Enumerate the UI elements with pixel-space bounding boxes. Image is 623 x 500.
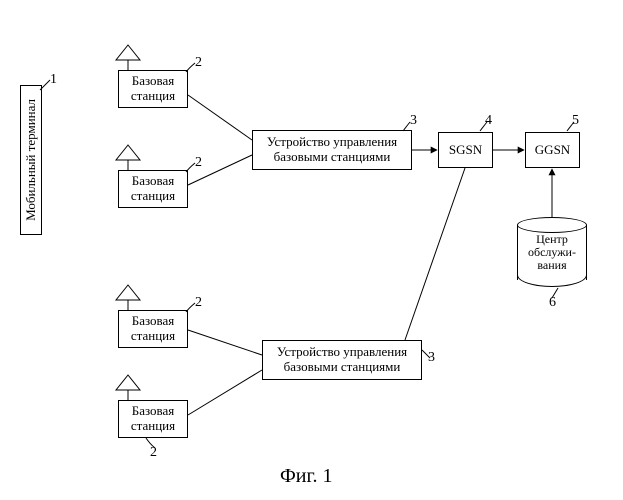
- base-station-4: Базовая станция: [118, 400, 188, 438]
- controller-1: Устройство управления базовыми станциями: [252, 130, 412, 170]
- service-center-ref: 6: [549, 295, 556, 311]
- controller-1-ref: 3: [410, 113, 417, 129]
- mobile-terminal-label: Мобильный терминал: [24, 99, 39, 221]
- controller-2-ref: 3: [428, 350, 435, 366]
- base-station-3: Базовая станция: [118, 310, 188, 348]
- base-station-2: Базовая станция: [118, 170, 188, 208]
- base-station-4-ref: 2: [150, 445, 157, 461]
- sgsn-box: SGSN: [438, 132, 493, 168]
- service-center-label: Центр обслужи- вания: [528, 233, 576, 273]
- figure-caption: Фиг. 1: [280, 465, 332, 488]
- ggsn-ref: 5: [572, 113, 579, 129]
- mobile-terminal-box: Мобильный терминал: [20, 85, 42, 235]
- mobile-terminal-ref: 1: [50, 72, 57, 88]
- base-station-1: Базовая станция: [118, 70, 188, 108]
- sgsn-ref: 4: [485, 113, 492, 129]
- ggsn-box: GGSN: [525, 132, 580, 168]
- controller-2: Устройство управления базовыми станциями: [262, 340, 422, 380]
- service-center-bottom: [517, 275, 587, 287]
- service-center-top: [517, 217, 587, 233]
- base-station-2-ref: 2: [195, 155, 202, 171]
- base-station-1-ref: 2: [195, 55, 202, 71]
- base-station-3-ref: 2: [195, 295, 202, 311]
- service-center-body: Центр обслужи- вания: [517, 225, 587, 280]
